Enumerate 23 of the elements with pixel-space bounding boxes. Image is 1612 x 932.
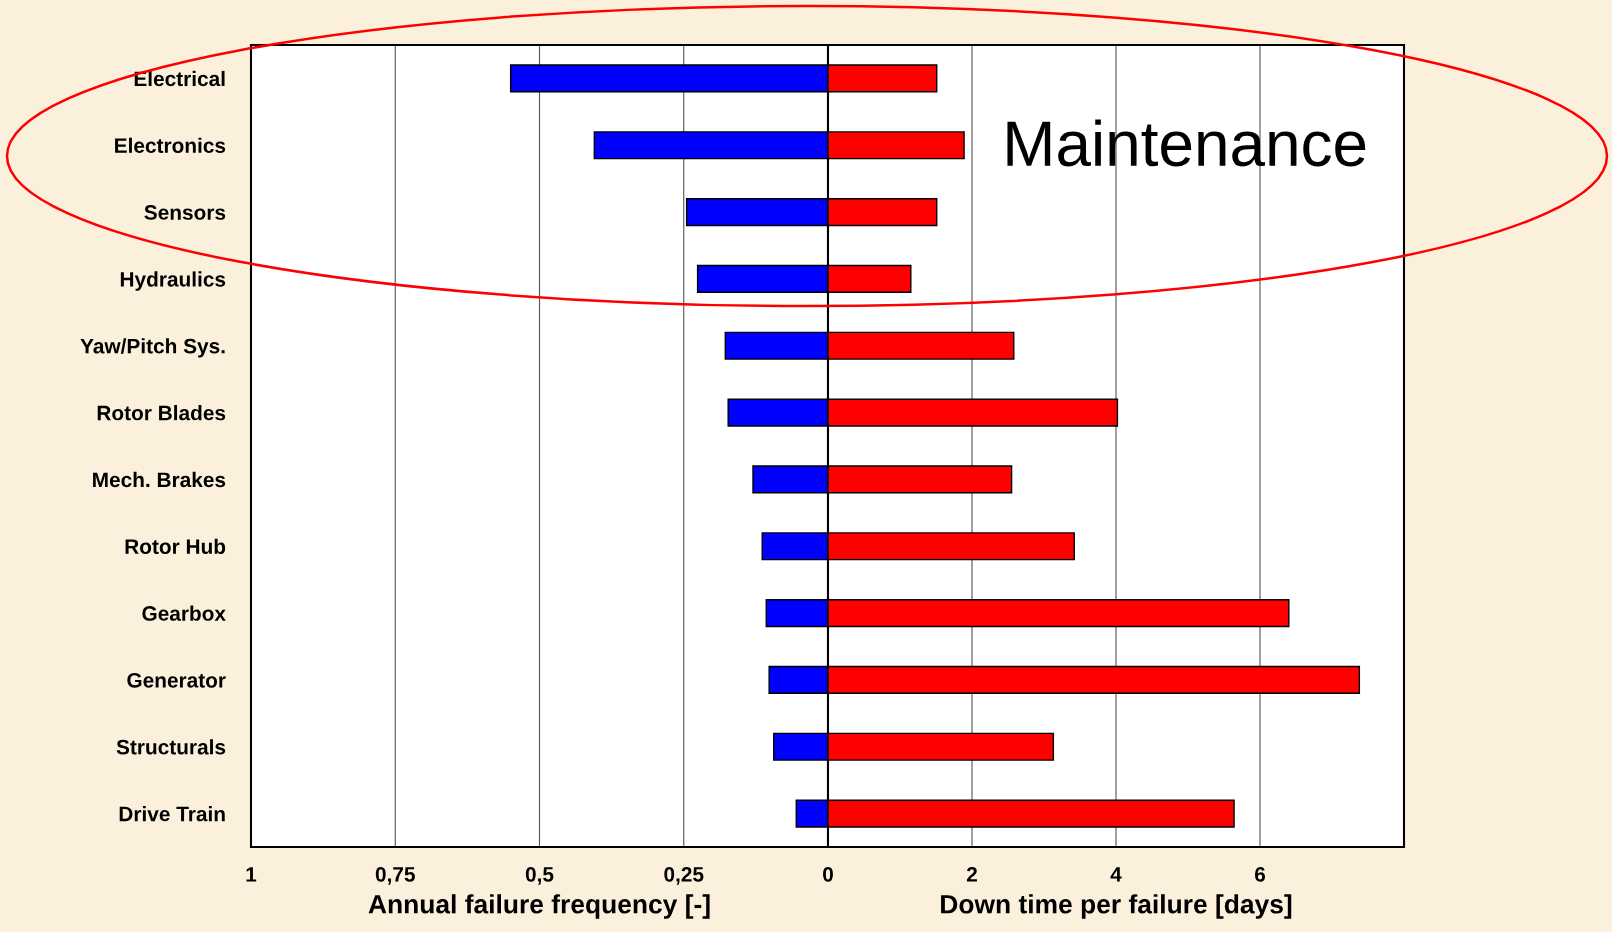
x-tick-label: 2: [966, 866, 977, 882]
y-tick-label: Sensors: [144, 205, 226, 220]
x-tick-label: 4: [1110, 867, 1122, 882]
y-tick-label: Generator: [127, 672, 226, 688]
y-tick-label: Structurals: [116, 739, 226, 755]
x-axis-title: Down time per failure [days]: [941, 894, 1292, 919]
x-tick-label: 0,5: [525, 866, 554, 885]
x-tick-label: 0: [823, 866, 833, 882]
x-axis-title: Annual failure frequency [-]: [368, 894, 710, 919]
x-tick-label: 1: [246, 867, 257, 882]
y-tick-label: Hydraulics: [120, 271, 226, 291]
y-tick-label: Drive Train: [119, 806, 225, 822]
x-tick-label: 0,75: [375, 866, 415, 885]
y-tick-label: Rotor Blades: [97, 405, 226, 421]
y-tick-label: Mech. Brakes: [93, 471, 226, 488]
y-tick-label: Electronics: [115, 137, 226, 153]
x-tick-label: 6: [1254, 866, 1266, 882]
y-tick-label: Yaw/Pitch Sys.: [80, 338, 225, 358]
y-tick-label: Electrical: [134, 70, 225, 87]
y-tick-label: Rotor Hub: [125, 538, 226, 554]
x-tick-label: 0,25: [664, 866, 704, 885]
annotation: Maintenance: [1007, 119, 1366, 167]
y-tick-label: Gearbox: [142, 605, 226, 621]
